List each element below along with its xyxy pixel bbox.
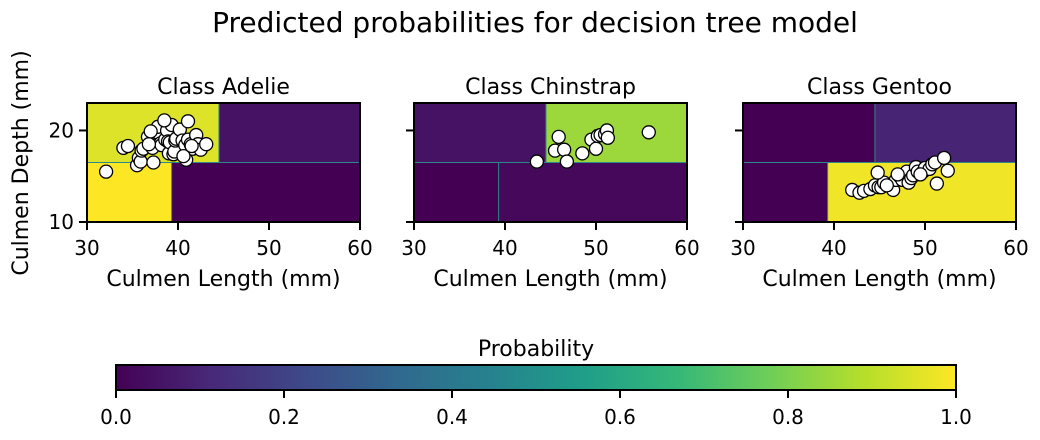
panel-title: Class Adelie	[157, 75, 290, 100]
x-tick-label: 50	[912, 236, 937, 260]
y-tick-label: 10	[49, 210, 74, 234]
data-point	[641, 125, 656, 140]
colorbar: Probability 0.0 0.2 0.4 0.6 0.8 1.0	[100, 337, 972, 429]
probability-region	[414, 103, 546, 163]
panel-title: Class Gentoo	[807, 75, 952, 100]
x-axis-label: Culmen Length (mm)	[762, 267, 996, 292]
panels: Class Adelie 30 40 50 60 10 20 Culmen Length (m…	[49, 75, 1029, 292]
probability-region	[743, 162, 828, 222]
data-point	[940, 163, 955, 178]
data-point	[157, 113, 172, 128]
colorbar-label: Probability	[478, 337, 594, 362]
figure-title: Predicted probabilities for decision tre…	[212, 6, 858, 39]
probability-region	[218, 103, 360, 163]
x-tick-label: 60	[674, 236, 699, 260]
colorbar-gradient	[115, 364, 957, 391]
x-axis-label: Culmen Length (mm)	[433, 267, 667, 292]
data-point	[184, 138, 199, 154]
x-tick-label: 30	[401, 236, 426, 260]
data-point	[913, 167, 928, 182]
x-tick-label: 60	[347, 236, 372, 260]
x-tick-label: 40	[821, 236, 846, 260]
probability-region	[498, 162, 687, 222]
y-tick-label: 20	[49, 118, 74, 142]
probability-region	[414, 162, 499, 222]
x-tick-label: 40	[165, 236, 190, 260]
data-point	[879, 178, 894, 193]
colorbar-tick-label: 0.6	[604, 405, 636, 429]
x-axis-label: Culmen Length (mm)	[106, 267, 340, 292]
data-point	[929, 176, 944, 191]
y-axis-label: Culmen Depth (mm)	[9, 50, 34, 275]
data-point	[588, 141, 604, 156]
colorbar-tick-label: 0.2	[268, 405, 300, 429]
data-point	[143, 124, 158, 139]
panel-frame	[742, 102, 1017, 223]
data-point	[870, 165, 885, 180]
colorbar-tick-label: 0.8	[772, 405, 804, 429]
x-tick-label: 30	[74, 236, 99, 260]
data-point	[559, 154, 575, 169]
data-point	[199, 137, 214, 152]
x-tick-label: 60	[1003, 236, 1028, 260]
data-point	[180, 114, 196, 129]
data-point	[600, 130, 615, 145]
panel-0: Class Adelie 30 40 50 60 10 20 Culmen Length (m…	[49, 75, 373, 292]
data-point	[890, 167, 905, 182]
data-point	[141, 137, 157, 152]
colorbar-tick-label: 0.0	[100, 405, 132, 429]
panel-frame	[413, 102, 688, 223]
x-tick-label: 50	[256, 236, 281, 260]
data-point	[557, 142, 572, 157]
panel-title: Class Chinstrap	[465, 75, 636, 100]
data-point	[936, 150, 952, 166]
data-point	[575, 146, 590, 161]
data-point	[146, 155, 161, 170]
colorbar-tick-label: 1.0	[940, 405, 972, 429]
x-tick-label: 30	[730, 236, 755, 260]
x-tick-label: 50	[583, 236, 608, 260]
probability-region	[171, 162, 360, 222]
panel-frame	[86, 102, 361, 223]
panel-2: Class Gentoo 30 40 50 60 Culmen Length (mm)	[730, 75, 1028, 292]
probability-region	[743, 103, 875, 163]
data-point	[120, 138, 136, 154]
x-tick-label: 40	[492, 236, 517, 260]
data-point	[176, 148, 191, 164]
data-point	[529, 154, 544, 169]
panel-1: Class Chinstrap 30 40 50 60 Culmen Length (mm…	[401, 75, 699, 292]
colorbar-tick-label: 0.4	[436, 405, 468, 429]
data-point	[551, 129, 566, 145]
data-point	[98, 164, 114, 179]
